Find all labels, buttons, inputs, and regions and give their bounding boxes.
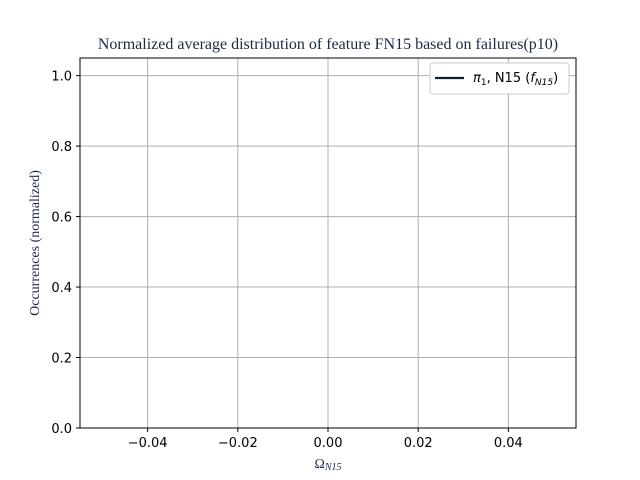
y-tick-label: 0.4 [51, 281, 72, 296]
x-tick-label: −0.02 [218, 436, 258, 451]
y-tick-label: 0.6 [51, 211, 72, 226]
y-axis-ticks: 0.0 0.2 0.4 0.6 0.8 1.0 [51, 70, 80, 437]
chart-title: Normalized average distribution of featu… [98, 36, 558, 53]
x-tick-label: 0.02 [404, 436, 433, 451]
x-tick-label: 0.04 [494, 436, 523, 451]
y-tick-label: 0.0 [51, 422, 72, 437]
grid [80, 58, 576, 429]
x-axis-label: ΩN15 [314, 457, 341, 473]
y-axis-label: Occurrences (normalized) [28, 170, 43, 316]
x-tick-label: 0.00 [314, 436, 343, 451]
legend: π1, N15 (fN15) [429, 62, 570, 95]
y-tick-label: 1.0 [51, 70, 72, 85]
x-axis-ticks: −0.04 −0.02 0.00 0.02 0.04 [128, 428, 523, 451]
legend-label: π1, N15 (fN15) [473, 71, 558, 88]
y-tick-label: 0.2 [51, 352, 72, 367]
x-tick-label: −0.04 [128, 436, 168, 451]
y-tick-label: 0.8 [51, 140, 72, 155]
legend-box [429, 62, 570, 95]
